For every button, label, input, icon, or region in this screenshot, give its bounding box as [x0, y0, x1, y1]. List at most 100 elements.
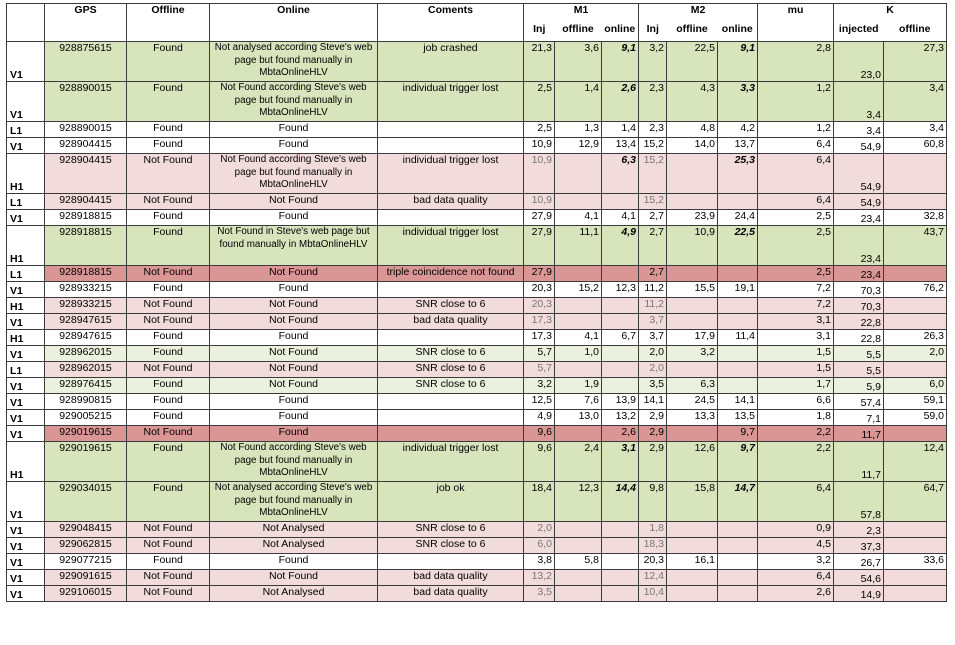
m1on-cell — [601, 569, 639, 586]
m1inj-cell: 12,5 — [523, 393, 555, 410]
comment-cell — [377, 121, 524, 138]
offline-status-cell: Found — [126, 225, 210, 266]
k-offline-cell: 33,6 — [883, 553, 947, 570]
mu-cell: 0,9 — [757, 521, 834, 538]
mu-cell: 1,2 — [757, 81, 834, 122]
online-status-cell: Found — [209, 425, 378, 442]
m1on-cell: 4,1 — [601, 209, 639, 226]
m2on-cell — [717, 361, 758, 378]
offline-status-cell: Found — [126, 377, 210, 394]
m2inj-cell: 2,0 — [638, 361, 667, 378]
table-row: L1 928962015 Not Found Not Found SNR close t… — [6, 361, 947, 378]
k-offline-cell — [883, 265, 947, 282]
offline-status-cell: Not Found — [126, 361, 210, 378]
m1off-cell: 12,3 — [554, 481, 602, 522]
k-injected-cell: 22,8 — [833, 329, 884, 346]
m1off-cell: 1,0 — [554, 345, 602, 362]
m1off-cell — [554, 521, 602, 538]
m1on-cell: 1,4 — [601, 121, 639, 138]
m1off-cell — [554, 193, 602, 210]
comment-cell: job ok — [377, 481, 524, 522]
k-offline-cell — [883, 569, 947, 586]
mu-cell: 6,4 — [757, 569, 834, 586]
detector-cell: H1 — [6, 329, 45, 346]
m2off-cell: 15,5 — [666, 281, 718, 298]
m2on-cell — [717, 537, 758, 554]
table-row: V1 929034015 Found Not analysed according S… — [6, 481, 947, 522]
detector-cell: L1 — [6, 121, 45, 138]
m2on-cell: 13,5 — [717, 409, 758, 426]
table-row: V1 929091615 Not Found Not Found bad data qu… — [6, 569, 947, 586]
k-injected-cell: 57,8 — [833, 481, 884, 522]
m2off-cell: 6,3 — [666, 377, 718, 394]
offline-status-cell: Not Found — [126, 569, 210, 586]
m1on-cell: 3,1 — [601, 441, 639, 482]
online-status-cell: Found — [209, 409, 378, 426]
m1on-cell — [601, 361, 639, 378]
m2on-cell — [717, 521, 758, 538]
m2off-cell: 14,0 — [666, 137, 718, 154]
header-row: GPS Offline Online Coments M1 M2 mu K — [6, 3, 947, 42]
m2inj-cell: 3,5 — [638, 377, 667, 394]
offline-status-cell: Not Found — [126, 153, 210, 194]
m2inj-cell: 11,2 — [638, 297, 667, 314]
m1inj-cell: 9,6 — [523, 441, 555, 482]
offline-status-cell: Found — [126, 41, 210, 82]
k-injected-cell: 23,4 — [833, 209, 884, 226]
k-offline-cell: 6,0 — [883, 377, 947, 394]
m1off-cell: 3,6 — [554, 41, 602, 82]
m2inj-cell: 18,3 — [638, 537, 667, 554]
table-row: H1 928947615 Found Found 17,3 4,1 6,7 3,7 17,9 11… — [6, 329, 947, 346]
k-injected-cell: 5,9 — [833, 377, 884, 394]
k-offline-cell: 2,0 — [883, 345, 947, 362]
m1off-cell — [554, 297, 602, 314]
comment-cell — [377, 209, 524, 226]
k-injected-cell: 37,3 — [833, 537, 884, 554]
table-row: V1 929106015 Not Found Not Analysed bad data… — [6, 585, 947, 602]
k-offline-cell: 60,8 — [883, 137, 947, 154]
comment-cell — [377, 137, 524, 154]
online-status-cell: Found — [209, 137, 378, 154]
m1inj-cell: 18,4 — [523, 481, 555, 522]
comment-cell — [377, 425, 524, 442]
m2on-cell: 14,7 — [717, 481, 758, 522]
subheader-row: Inj offline online Inj offline online injected… — [7, 22, 947, 42]
header-coments: Coments — [377, 3, 524, 42]
m1inj-cell: 10,9 — [523, 137, 555, 154]
detector-cell: V1 — [6, 281, 45, 298]
k-offline-cell — [883, 193, 947, 210]
k-injected-cell: 26,7 — [833, 553, 884, 570]
gps-cell: 929062815 — [44, 537, 127, 554]
m2on-cell — [717, 553, 758, 570]
offline-status-cell: Found — [126, 553, 210, 570]
m1on-cell: 12,3 — [601, 281, 639, 298]
detector-cell: L1 — [6, 361, 45, 378]
m2inj-cell: 1,8 — [638, 521, 667, 538]
m2inj-cell: 20,3 — [638, 553, 667, 570]
m2off-cell: 4,8 — [666, 121, 718, 138]
k-offline-cell: 3,4 — [883, 121, 947, 138]
m1on-cell — [601, 553, 639, 570]
comment-cell: bad data quality — [377, 585, 524, 602]
m2inj-cell: 2,0 — [638, 345, 667, 362]
k-injected-cell: 11,7 — [833, 441, 884, 482]
m1off-cell: 1,9 — [554, 377, 602, 394]
mu-cell: 2,5 — [757, 225, 834, 266]
header-offline: Offline — [126, 3, 210, 42]
k-injected-cell: 3,4 — [833, 81, 884, 122]
mu-cell: 6,4 — [757, 193, 834, 210]
gps-cell: 929077215 — [44, 553, 127, 570]
m2inj-cell: 14,1 — [638, 393, 667, 410]
m2inj-cell: 2,3 — [638, 81, 667, 122]
comment-cell: job crashed — [377, 41, 524, 82]
m2off-cell: 23,9 — [666, 209, 718, 226]
online-status-cell: Not Found — [209, 377, 378, 394]
comment-cell: bad data quality — [377, 569, 524, 586]
table-row: V1 928890015 Found Not Found according Stev… — [6, 81, 947, 122]
m2off-cell — [666, 153, 718, 194]
k-injected-cell: 14,9 — [833, 585, 884, 602]
table-row: V1 929048415 Not Found Not Analysed SNR clos… — [6, 521, 947, 538]
comment-cell: individual trigger lost — [377, 225, 524, 266]
m2off-cell — [666, 521, 718, 538]
offline-status-cell: Found — [126, 137, 210, 154]
